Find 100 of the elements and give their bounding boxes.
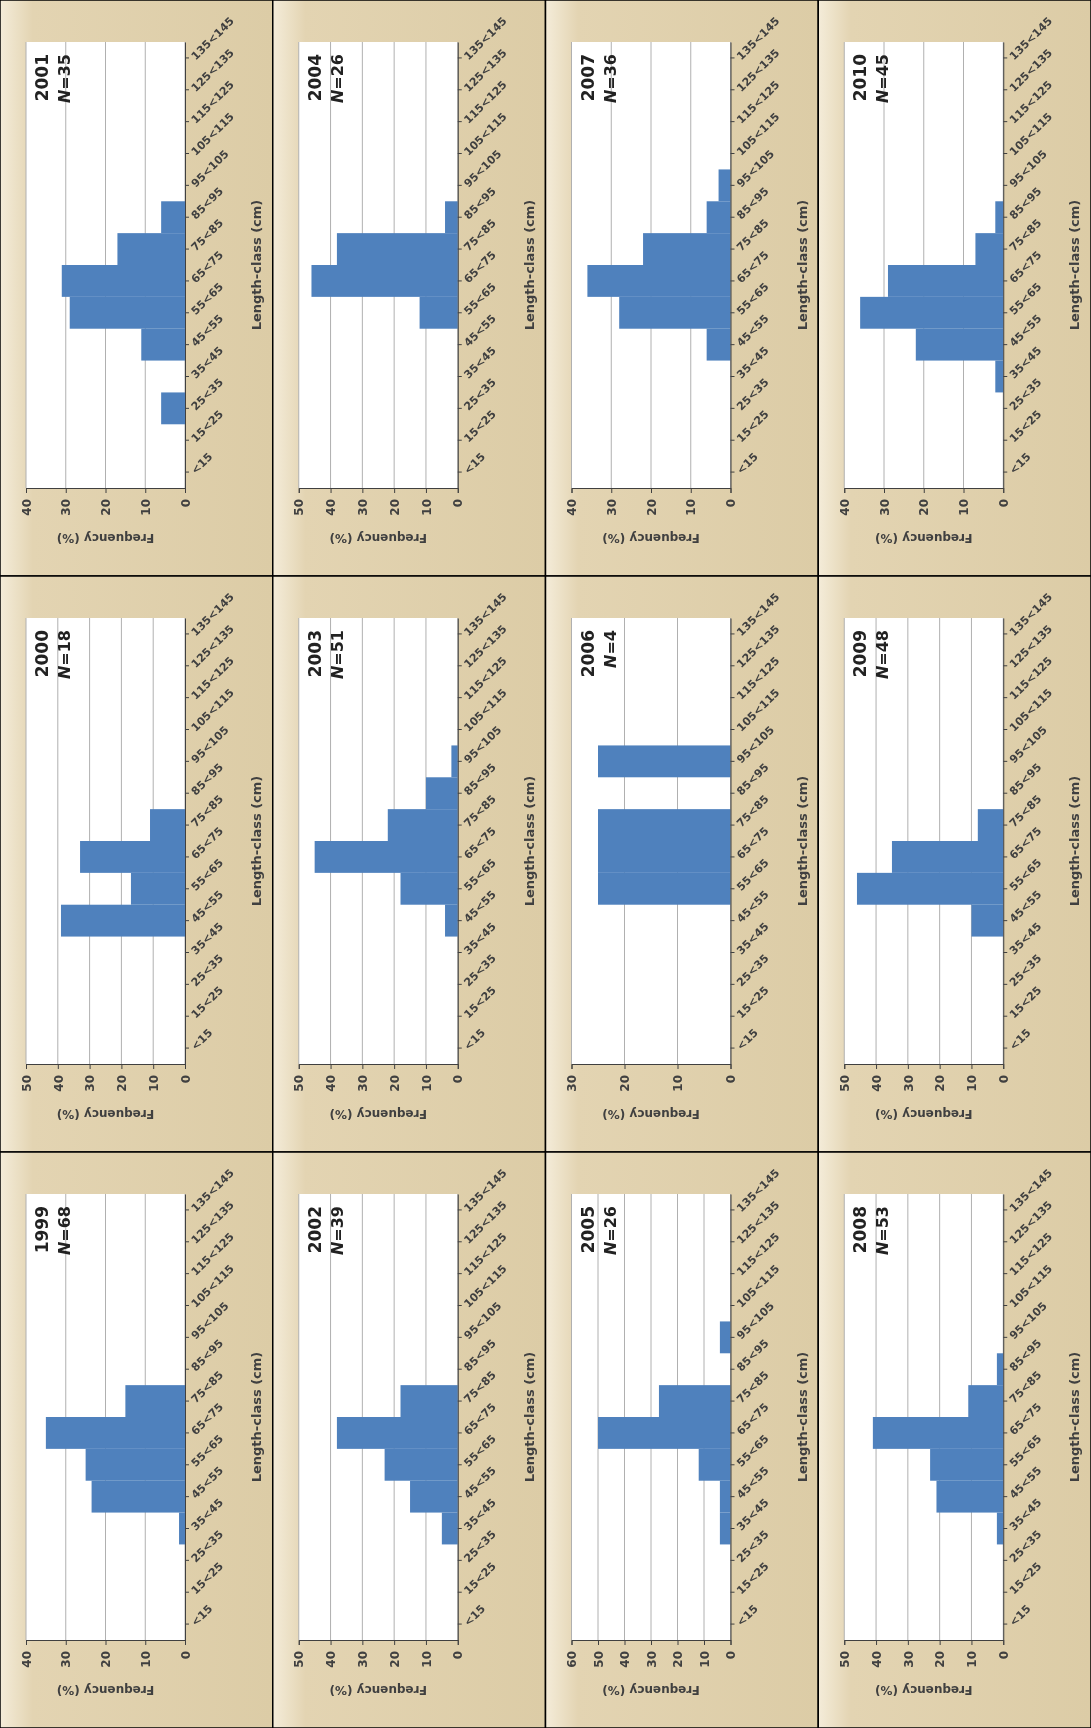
- text: N=51: [327, 630, 347, 680]
- x-tick-label: 30: [59, 499, 74, 516]
- x-tick-label: 30: [877, 499, 892, 516]
- x-tick-label: 0: [178, 1075, 193, 1084]
- x-tick-label: 40: [51, 1075, 66, 1092]
- x-tick-label: 30: [901, 1651, 916, 1668]
- bar: [161, 392, 185, 425]
- x-tick-label: 30: [59, 1651, 74, 1668]
- text: 2000: [32, 629, 52, 678]
- text: 2002: [304, 1206, 325, 1254]
- x-axis-title: Frequency (%): [56, 1683, 155, 1697]
- y-axis-title: Length-class (cm): [1067, 1351, 1083, 1483]
- x-tick-label: 10: [671, 1075, 686, 1092]
- x-tick-label: 0: [996, 1075, 1011, 1084]
- x-axis-title: Frequency (%): [56, 1107, 155, 1121]
- x-tick-label: 40: [869, 1075, 884, 1092]
- y-axis-title: Length-class (cm): [249, 199, 264, 331]
- x-tick-label: 20: [671, 1651, 686, 1668]
- x-tick-label: 40: [324, 1075, 339, 1092]
- y-axis-title: Length-class (cm): [521, 1351, 537, 1483]
- x-tick-label: 20: [387, 1651, 402, 1668]
- x-tick-label: 20: [387, 499, 402, 516]
- x-tick-label: 10: [965, 1075, 980, 1092]
- x-tick-label: 10: [138, 499, 153, 516]
- x-tick-label: 40: [19, 499, 34, 516]
- x-tick-label: 10: [957, 499, 972, 516]
- x-tick-label: 20: [933, 1651, 948, 1668]
- x-axis-title: Frequency (%): [602, 1683, 700, 1697]
- x-tick-label: 40: [869, 1651, 884, 1668]
- x-axis-title: Frequency (%): [602, 531, 700, 545]
- x-tick-label: 0: [178, 499, 193, 508]
- x-tick-label: 30: [356, 1075, 371, 1092]
- text: 2005: [577, 1206, 598, 1254]
- y-axis-title: Length-class (cm): [794, 199, 810, 331]
- x-axis-title: Frequency (%): [875, 1683, 973, 1697]
- text: N=26: [327, 54, 347, 104]
- x-tick-label: 10: [138, 1651, 153, 1668]
- x-tick-label: 20: [618, 1075, 633, 1092]
- x-tick-label: 40: [837, 499, 852, 516]
- x-axis-title: Frequency (%): [56, 531, 155, 545]
- x-tick-label: 20: [99, 499, 114, 516]
- y-axis-title: Length-class (cm): [249, 775, 264, 907]
- text: N=45: [873, 54, 893, 104]
- x-tick-label: 0: [451, 499, 466, 508]
- x-tick-label: 50: [837, 1075, 852, 1092]
- x-tick-label: 0: [451, 1075, 466, 1084]
- x-tick-label: 30: [604, 499, 619, 516]
- x-tick-label: 40: [565, 499, 580, 516]
- x-axis-title: Frequency (%): [875, 1107, 973, 1121]
- text: N=18: [55, 630, 74, 680]
- x-tick-label: 40: [324, 499, 339, 516]
- text: N=4: [600, 630, 620, 668]
- y-axis-title: Length-class (cm): [794, 1351, 810, 1483]
- x-tick-label: 10: [419, 1075, 434, 1092]
- x-tick-label: 30: [565, 1075, 580, 1092]
- x-tick-label: 20: [115, 1075, 130, 1092]
- y-axis-title: Length-class (cm): [1067, 775, 1083, 907]
- x-tick-label: 50: [19, 1075, 34, 1092]
- x-tick-label: 20: [644, 499, 659, 516]
- x-tick-label: 20: [387, 1075, 402, 1092]
- x-tick-label: 10: [965, 1651, 980, 1668]
- x-tick-label: 30: [901, 1075, 916, 1092]
- x-tick-label: 0: [724, 1651, 739, 1660]
- y-axis-title: Length-class (cm): [521, 775, 537, 907]
- text: 2001: [32, 54, 52, 102]
- x-tick-label: 0: [724, 1075, 739, 1084]
- text: 2006: [577, 630, 598, 678]
- x-tick-label: 50: [292, 1075, 307, 1092]
- x-tick-label: 50: [591, 1651, 606, 1668]
- y-axis-title: Length-class (cm): [249, 1351, 264, 1483]
- x-tick-label: 10: [419, 499, 434, 516]
- x-tick-label: 10: [684, 499, 699, 516]
- x-tick-label: 0: [178, 1651, 193, 1660]
- x-tick-label: 40: [618, 1651, 633, 1668]
- x-axis-title: Frequency (%): [875, 531, 973, 545]
- x-tick-label: 10: [419, 1651, 434, 1668]
- x-tick-label: 10: [697, 1651, 712, 1668]
- text: N=35: [55, 54, 74, 104]
- y-axis-title: Length-class (cm): [1067, 199, 1083, 331]
- x-tick-label: 30: [83, 1075, 98, 1092]
- text: N=53: [873, 1206, 893, 1256]
- x-tick-label: 0: [451, 1651, 466, 1660]
- x-tick-label: 30: [644, 1651, 659, 1668]
- x-tick-label: 30: [356, 499, 371, 516]
- x-tick-label: 40: [19, 1651, 34, 1668]
- text: 2004: [304, 53, 325, 102]
- x-axis-title: Frequency (%): [329, 1683, 427, 1697]
- x-tick-label: 50: [292, 499, 307, 516]
- x-tick-label: 20: [933, 1075, 948, 1092]
- x-tick-label: 0: [724, 499, 739, 508]
- x-axis-title: Frequency (%): [329, 531, 427, 545]
- x-axis-title: Frequency (%): [602, 1107, 700, 1121]
- text: N=39: [327, 1206, 347, 1256]
- x-tick-label: 60: [565, 1651, 580, 1668]
- x-tick-label: 40: [324, 1651, 339, 1668]
- x-tick-label: 10: [146, 1075, 161, 1092]
- x-axis-title: Frequency (%): [329, 1107, 427, 1121]
- text: N=48: [873, 630, 893, 680]
- y-axis-title: Length-class (cm): [794, 775, 810, 907]
- y-axis-title: Length-class (cm): [521, 199, 537, 331]
